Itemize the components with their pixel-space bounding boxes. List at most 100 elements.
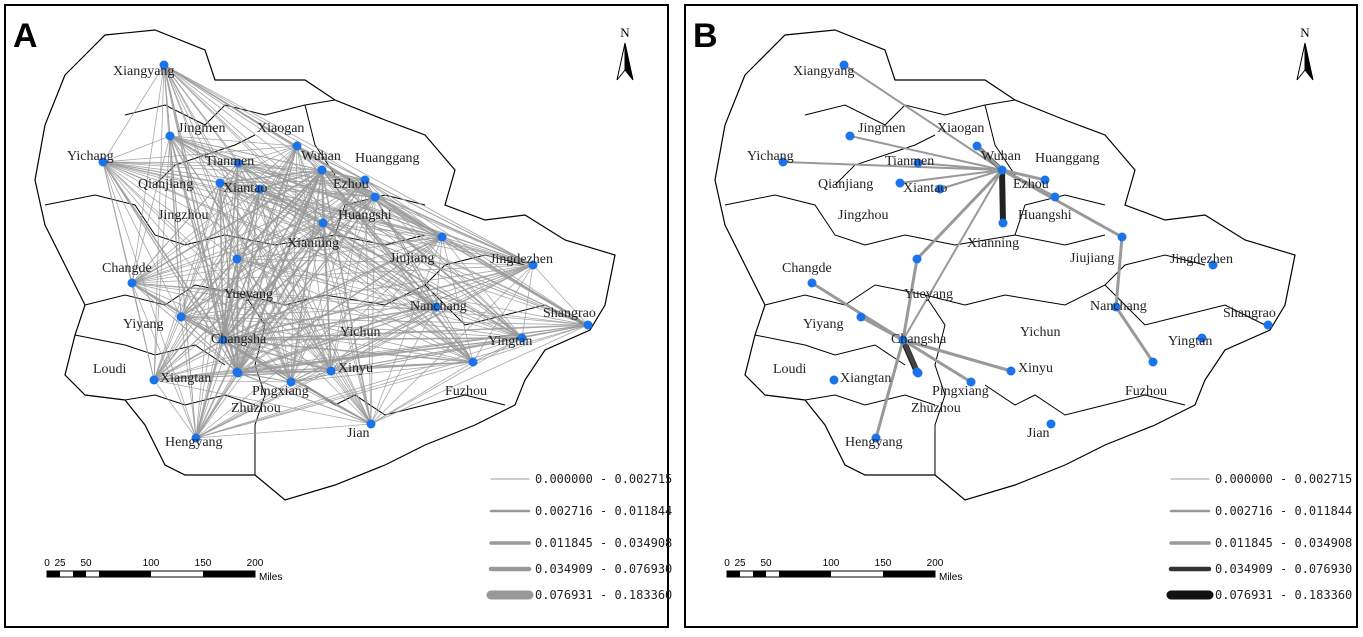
- city-point: [431, 302, 441, 312]
- city-label: Fuzhou: [445, 384, 487, 399]
- flow-line: [153, 306, 437, 381]
- city-label: Pingxiang: [252, 384, 309, 399]
- city-label: Shangrao: [543, 306, 596, 321]
- flow-line: [180, 316, 239, 374]
- city-label: Yingtan: [488, 334, 532, 349]
- flow-line: [163, 64, 437, 308]
- flow-line: [917, 162, 1003, 171]
- flow-line: [237, 145, 298, 164]
- flow-line: [236, 222, 324, 260]
- flow-line: [874, 338, 905, 440]
- flow-line: [222, 324, 589, 341]
- scale-tick-label: 100: [823, 558, 840, 569]
- scale-tick-label: 200: [247, 558, 264, 569]
- flow-line: [259, 188, 376, 198]
- county-border: [44, 194, 186, 246]
- flow-line: [131, 282, 155, 381]
- city-point: [845, 131, 855, 141]
- city-label: Qianjiang: [138, 177, 193, 192]
- flow-line: [102, 161, 534, 266]
- flow-line: [370, 337, 523, 425]
- legend-label: 0.000000 - 0.002715: [1215, 472, 1352, 486]
- city-label: Jian: [347, 426, 370, 441]
- flow-line: [237, 337, 523, 374]
- flow-line: [131, 222, 324, 284]
- flow-line: [180, 188, 261, 318]
- city-label: Jiujiang: [1070, 251, 1114, 266]
- flow-line: [236, 258, 589, 326]
- flow-line: [259, 188, 589, 326]
- flow-line: [131, 135, 171, 284]
- flow-line: [236, 188, 261, 260]
- flow-line: [195, 339, 224, 439]
- scale-tick-label: 150: [195, 558, 212, 569]
- flow-line: [859, 315, 905, 342]
- legend-label: 0.002716 - 0.011844: [1215, 504, 1352, 518]
- flow-line: [236, 258, 239, 374]
- flow-line: [163, 64, 366, 181]
- flow-line: [131, 196, 376, 284]
- panel-label: B: [693, 17, 718, 55]
- city-point: [912, 254, 922, 264]
- city-label: Pingxiang: [932, 384, 989, 399]
- flow-line: [939, 169, 1003, 190]
- flow-line: [180, 306, 437, 318]
- city-label: Xiantao: [223, 181, 267, 196]
- flow-line: [259, 188, 372, 425]
- city-label: Huanggang: [355, 151, 420, 166]
- flow-line: [322, 222, 372, 425]
- scale-bar-segment: [883, 571, 935, 577]
- city-point: [318, 218, 328, 228]
- scale-tick-label: 0: [724, 558, 730, 569]
- flow-line: [290, 264, 534, 383]
- city-label: Changsha: [891, 332, 947, 347]
- city-point: [871, 433, 881, 443]
- county-border: [984, 104, 1016, 176]
- flow-line: [153, 222, 324, 381]
- flow-line: [782, 161, 1003, 171]
- city-point: [286, 377, 296, 387]
- flow-line: [902, 169, 1003, 341]
- flow-line: [330, 337, 523, 372]
- flow-line: [222, 339, 332, 372]
- flow-line: [169, 135, 238, 260]
- flow-line: [330, 236, 443, 372]
- city-point: [913, 158, 923, 168]
- map-panel: Xiangyang Jingmen Xiaogan Yichang Tianmen Wuh…: [684, 4, 1358, 628]
- flow-line: [322, 196, 376, 224]
- flow-line: [290, 361, 474, 383]
- flow-line: [321, 169, 372, 425]
- city-point: [233, 158, 243, 168]
- scale-bar-segment: [73, 571, 86, 577]
- city-point: [1197, 333, 1207, 343]
- flow-line: [102, 161, 324, 224]
- scale-tick-label: 25: [54, 558, 66, 569]
- flow-line: [219, 182, 523, 339]
- flow-line: [131, 282, 332, 372]
- city-point: [98, 157, 108, 167]
- city-point: [149, 375, 159, 385]
- flow-line: [131, 182, 221, 284]
- flow-line: [435, 236, 443, 308]
- flows: [782, 64, 1155, 440]
- flow-line: [330, 196, 376, 372]
- flow-line: [102, 161, 323, 171]
- city-label: Jingzhou: [158, 208, 209, 223]
- flow-line: [219, 182, 292, 383]
- city-label: Jian: [1027, 426, 1050, 441]
- city-label: Hengyang: [165, 435, 223, 450]
- city-point: [1117, 232, 1127, 242]
- city-label: Jingdezhen: [1170, 252, 1233, 267]
- scale-bar-segment: [727, 571, 740, 577]
- flow-line: [374, 196, 534, 266]
- city-label: Yueyang: [904, 287, 953, 302]
- flow-line: [472, 337, 523, 363]
- flow-line: [195, 370, 332, 439]
- city-label: Fuzhou: [1125, 384, 1167, 399]
- flow-line: [195, 264, 534, 439]
- county-border: [1104, 284, 1266, 326]
- flow-line: [153, 339, 224, 381]
- flow-line: [195, 196, 376, 439]
- flow-line: [222, 196, 376, 341]
- city-label: Wuhan: [981, 149, 1021, 164]
